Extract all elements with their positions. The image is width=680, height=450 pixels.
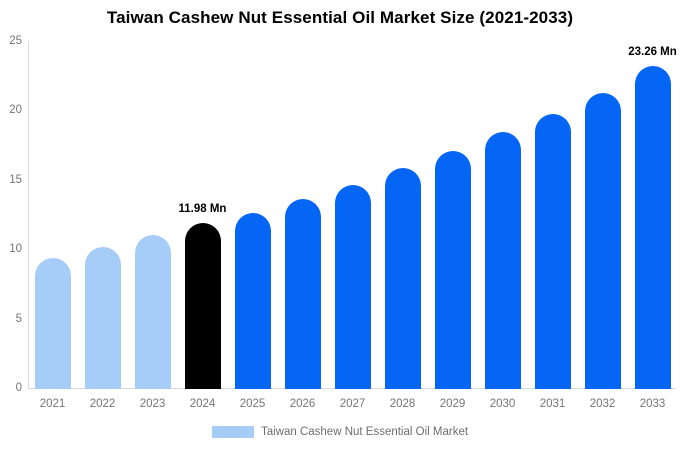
y-tick-label-10: 10 bbox=[9, 243, 22, 255]
x-tick-label-2025: 2025 bbox=[239, 398, 266, 410]
bar-value-label-2033: 23.26 Mn bbox=[628, 45, 677, 58]
y-axis-line bbox=[28, 41, 29, 389]
y-tick-label-5: 5 bbox=[15, 312, 22, 325]
x-tick-label-2021: 2021 bbox=[39, 398, 66, 410]
x-tick-label-2031: 2031 bbox=[539, 398, 566, 410]
bar-2031 bbox=[534, 113, 571, 389]
chart-title: Taiwan Cashew Nut Essential Oil Market S… bbox=[106, 8, 574, 27]
y-tick-label-25: 25 bbox=[9, 34, 22, 47]
y-tick-label-20: 20 bbox=[9, 104, 22, 116]
x-tick-label-2023: 2023 bbox=[139, 398, 166, 410]
bar-2030 bbox=[484, 131, 521, 389]
x-tick-label-2032: 2032 bbox=[589, 398, 616, 410]
bar-2027 bbox=[334, 184, 371, 389]
legend-swatch bbox=[211, 426, 254, 438]
x-tick-label-2030: 2030 bbox=[489, 398, 516, 410]
y-tick-label-0: 0 bbox=[15, 382, 22, 394]
bar-2022 bbox=[84, 247, 121, 389]
x-tick-label-2029: 2029 bbox=[439, 398, 466, 410]
x-tick-label-2026: 2026 bbox=[289, 398, 316, 410]
x-tick-label-2033: 2033 bbox=[639, 398, 666, 410]
legend[interactable]: Taiwan Cashew Nut Essential Oil Market bbox=[0, 426, 680, 438]
bar-2023 bbox=[134, 234, 171, 389]
x-tick-label-2027: 2027 bbox=[339, 398, 366, 410]
bar-value-label-2024: 11.98 Mn bbox=[178, 202, 227, 215]
bar-2028 bbox=[384, 168, 421, 389]
x-tick-label-2024: 2024 bbox=[189, 398, 216, 410]
legend-label: Taiwan Cashew Nut Essential Oil Market bbox=[260, 426, 469, 438]
x-tick-label-2022: 2022 bbox=[89, 398, 116, 410]
bar-2026 bbox=[284, 198, 321, 389]
bar-2021 bbox=[34, 258, 71, 389]
bar-2024 bbox=[184, 222, 221, 389]
y-tick-label-15: 15 bbox=[9, 173, 22, 186]
bar-2029 bbox=[434, 151, 471, 389]
bar-2025 bbox=[234, 212, 271, 389]
bar-2032 bbox=[584, 92, 621, 389]
plot-area: 2021 2022 2023 2024 2025 2026 2027 2028 2029 2030… bbox=[9, 35, 677, 411]
bar-2033 bbox=[634, 65, 671, 389]
x-tick-label-2028: 2028 bbox=[389, 398, 416, 410]
